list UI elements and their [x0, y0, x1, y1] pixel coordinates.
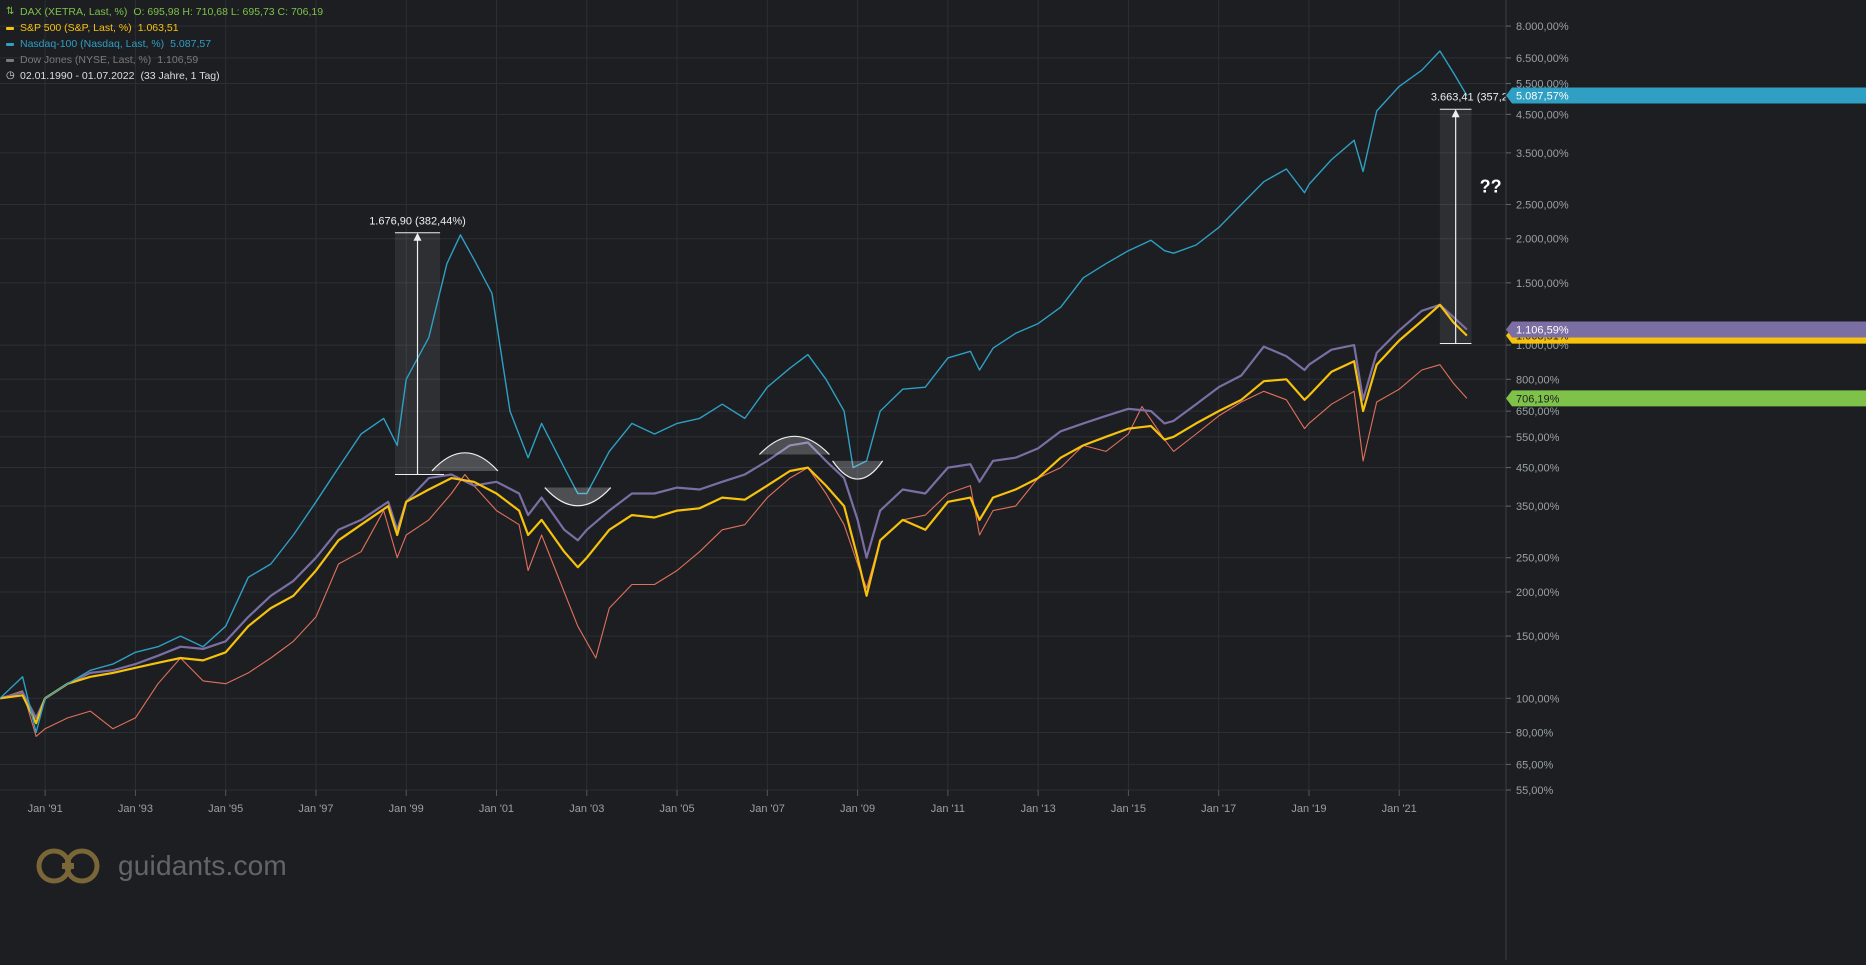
y-tick-label: 550,00%: [1516, 432, 1560, 444]
dotcom-arrow-head: [413, 232, 422, 241]
y-tick-label: 4.500,00%: [1516, 109, 1569, 121]
legend-date-span: (33 Jahre, 1 Tag): [140, 70, 220, 82]
y-axis-panel: 55,00% 65,00% 80,00% 100,00% 150,00% 200,00% 2…: [1505, 0, 1866, 960]
x-tick-label: Jan '17: [1201, 803, 1236, 815]
series-line-s-p-500: [0, 303, 1468, 725]
y-tick-label: 55,00%: [1516, 785, 1554, 797]
legend-value-dow: 1.106,59: [157, 54, 199, 66]
guidants-logo-icon: [36, 848, 100, 884]
y-tick-label: 650,00%: [1516, 406, 1560, 418]
current-measure-label: 3.663,41 (357,24%): [1431, 91, 1528, 103]
bottom-arc-2009-outline: [832, 460, 884, 480]
watermark-text: guidants.com: [118, 850, 287, 881]
y-tick-label: 150,00%: [1516, 631, 1560, 643]
x-tick-label: Jan '99: [389, 803, 424, 815]
watermark: guidants.com: [34, 846, 287, 886]
y-tick-label: 250,00%: [1516, 553, 1560, 565]
x-tick-label: Jan '91: [28, 803, 63, 815]
y-tick-label: 800,00%: [1516, 374, 1560, 386]
x-tick-label: Jan '03: [569, 803, 604, 815]
top-arc-2000-outline: [431, 452, 499, 472]
clock-icon: ◷: [6, 70, 15, 81]
legend-ohlc-dax: O: 695,98 H: 710,68 L: 695,73 C: 706,19: [133, 6, 324, 18]
legend-row-range[interactable]: ◷ 02.01.1990 - 01.07.2022 (33 Jahre, 1 T…: [6, 68, 323, 84]
x-tick-label: Jan '21: [1382, 803, 1417, 815]
y-tick-label: 200,00%: [1516, 587, 1560, 599]
legend-swatch-sp500: [6, 26, 14, 30]
top-arc-2007-outline: [758, 435, 830, 455]
last-value-label: 1.106,59%: [1516, 325, 1569, 337]
y-tick-label: 8.000,00%: [1516, 21, 1569, 33]
legend-label-dax: DAX (XETRA, Last, %): [20, 6, 128, 18]
y-tick-label: 3.500,00%: [1516, 148, 1569, 160]
legend-swatch-dow: [6, 58, 14, 62]
legend-swatch-nasdaq: [6, 42, 14, 46]
legend-label-nasdaq: Nasdaq-100 (Nasdaq, Last, %): [20, 38, 165, 50]
y-tick-label: 80,00%: [1516, 728, 1554, 740]
series-line-nasdaq-100: [0, 50, 1468, 734]
x-tick-label: Jan '19: [1291, 803, 1326, 815]
y-tick-label: 1.500,00%: [1516, 278, 1569, 290]
legend-label-dow: Dow Jones (NYSE, Last, %): [20, 54, 152, 66]
candles-icon: ⇅: [6, 6, 15, 17]
last-value-marker-dow-jones: 1.106,59%: [1506, 321, 1866, 338]
y-tick-label: 450,00%: [1516, 463, 1560, 475]
x-tick-label: Jan '01: [479, 803, 514, 815]
x-tick-label: Jan '95: [208, 803, 243, 815]
x-axis: Jan '91 Jan '93 Jan '95 Jan '97 Jan '99 Jan '…: [0, 789, 1506, 815]
x-tick-label: Jan '05: [659, 803, 694, 815]
legend-row-dow[interactable]: Dow Jones (NYSE, Last, %) 1.106,59: [6, 52, 323, 68]
last-value-marker-nasdaq-100: 5.087,57%: [1506, 87, 1866, 104]
last-value-label: 5.087,57%: [1516, 91, 1569, 103]
y-tick-label: 2.500,00%: [1516, 200, 1569, 212]
series-line-dax: [0, 364, 1468, 737]
y-tick-label: 6.500,00%: [1516, 53, 1569, 65]
grid-layer: [0, 0, 1506, 791]
annotation-layer: 1.676,90 (382,44%) 3.663,41 (357,24%)??: [369, 91, 1528, 507]
x-tick-label: Jan '13: [1021, 803, 1056, 815]
x-tick-label: Jan '15: [1111, 803, 1146, 815]
y-tick-label: 100,00%: [1516, 693, 1560, 705]
x-tick-label: Jan '07: [750, 803, 785, 815]
y-tick-label: 65,00%: [1516, 759, 1554, 771]
x-tick-label: Jan '11: [931, 803, 965, 815]
legend-row-dax[interactable]: ⇅ DAX (XETRA, Last, %) O: 695,98 H: 710,…: [6, 4, 323, 20]
y-tick-label: 2.000,00%: [1516, 234, 1569, 246]
x-tick-label: Jan '09: [840, 803, 875, 815]
last-value-marker-dax: 706,19%: [1506, 390, 1866, 407]
x-tick-label: Jan '93: [118, 803, 153, 815]
legend-value-nasdaq: 5.087,57: [170, 38, 212, 50]
dotcom-measure-label: 1.676,90 (382,44%): [369, 216, 466, 228]
current-arrow-head: [1451, 109, 1460, 118]
legend-date-range: 02.01.1990 - 01.07.2022: [20, 70, 135, 82]
y-tick-label: 350,00%: [1516, 501, 1560, 513]
annotation-bands: [394, 109, 1472, 475]
last-value-label: 706,19%: [1516, 393, 1560, 405]
y-axis-background: [1506, 0, 1866, 960]
legend: ⇅ DAX (XETRA, Last, %) O: 695,98 H: 710,…: [6, 4, 323, 84]
legend-label-sp500: S&P 500 (S&P, Last, %): [20, 22, 132, 34]
legend-row-sp500[interactable]: S&P 500 (S&P, Last, %) 1.063,51: [6, 20, 323, 36]
bottom-arc-2002-outline: [544, 487, 612, 507]
series-layer: [0, 50, 1468, 737]
series-line-dow-jones: [0, 303, 1468, 719]
question-marks-label: ??: [1480, 177, 1502, 197]
legend-row-nasdaq[interactable]: Nasdaq-100 (Nasdaq, Last, %) 5.087,57: [6, 36, 323, 52]
legend-value-sp500: 1.063,51: [137, 22, 179, 34]
x-tick-label: Jan '97: [298, 803, 333, 815]
